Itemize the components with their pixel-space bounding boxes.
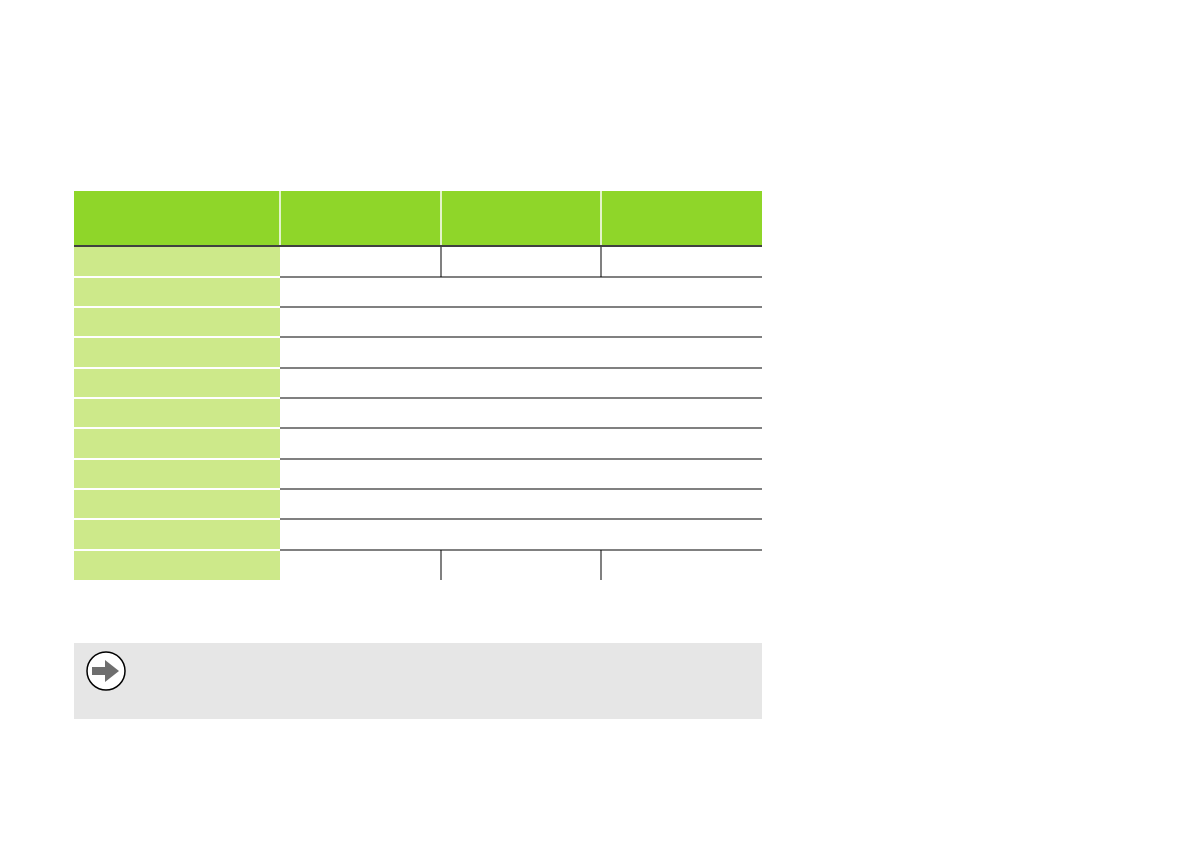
header-dividers [279,191,602,245]
note-box [74,643,762,719]
row-label-column [74,247,280,580]
table [74,191,762,580]
note-background [74,643,762,719]
note-arrow [92,660,119,682]
cell-separators [280,247,762,580]
label-separators [74,276,280,551]
table-header [74,191,762,245]
